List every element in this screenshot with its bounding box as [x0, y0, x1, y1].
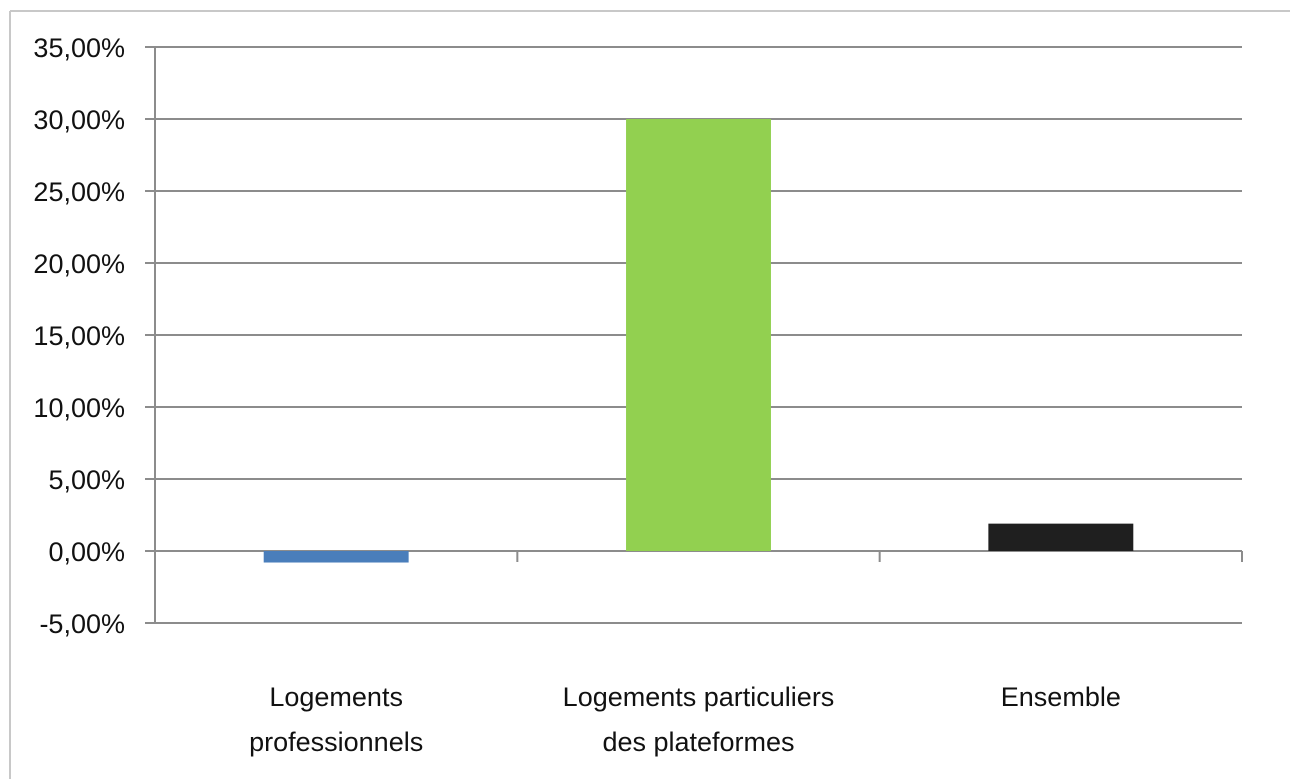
y-tick-label: 25,00% [33, 177, 125, 207]
bars [263, 119, 1134, 563]
category-labels: Logements professionnels Logements particu… [249, 682, 1121, 757]
y-axis-tick-labels: 35,00% 30,00% 25,00% 20,00% 15,00% 10,00% 5,00… [33, 33, 125, 639]
y-tick-label: 5,00% [48, 465, 125, 495]
x-category-label: des plateformes [602, 727, 794, 757]
x-category-label: professionnels [249, 727, 423, 757]
y-tick-label: 0,00% [48, 537, 125, 567]
x-category-label: Logements particuliers [563, 682, 835, 712]
axes [154, 47, 1243, 623]
y-tick-label: 20,00% [33, 249, 125, 279]
y-tick-label: 30,00% [33, 105, 125, 135]
x-category-label: Logements [269, 682, 403, 712]
bar [988, 523, 1134, 551]
y-tick-label: 35,00% [33, 33, 125, 63]
x-category-label: Ensemble [1001, 682, 1121, 712]
y-tick-label: -5,00% [39, 609, 125, 639]
y-tick-label: 15,00% [33, 321, 125, 351]
bar [626, 119, 771, 551]
y-tick-label: 10,00% [33, 393, 125, 423]
bar [263, 551, 409, 563]
